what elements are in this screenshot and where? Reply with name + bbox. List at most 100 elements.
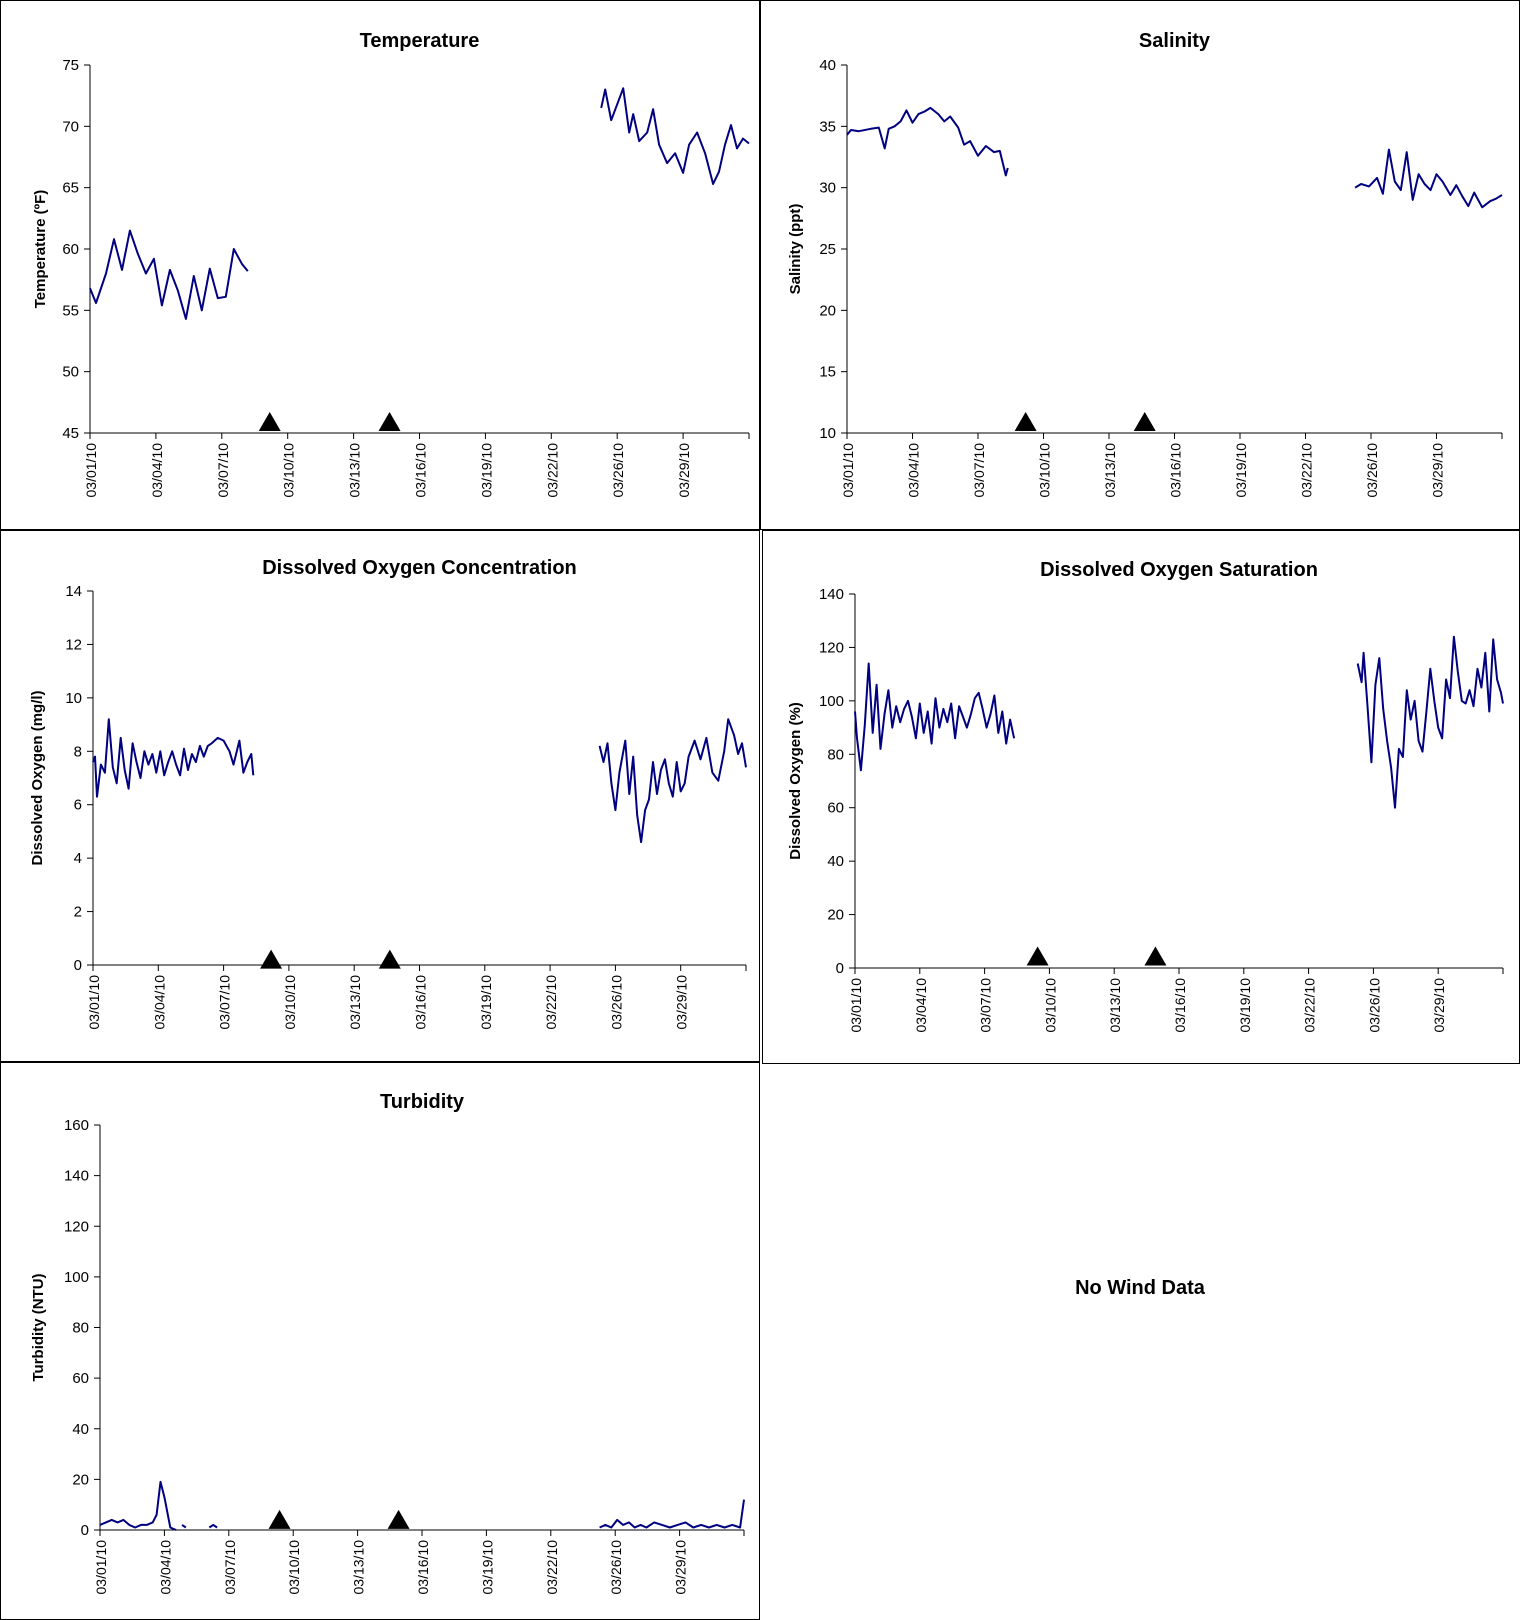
x-tick-label: 03/22/10 [544, 443, 560, 498]
x-tick-label: 03/04/10 [157, 1540, 173, 1595]
y-tick-label: 35 [819, 118, 836, 135]
series-line [181, 1524, 187, 1529]
y-tick-label: 120 [819, 639, 844, 656]
series-line [599, 1499, 745, 1529]
x-tick-label: 03/19/10 [478, 975, 494, 1030]
x-tick-label: 03/22/10 [543, 975, 559, 1030]
y-tick-label: 60 [72, 1370, 89, 1387]
y-tick-label: 40 [72, 1421, 89, 1438]
x-tick-label: 03/16/10 [413, 443, 429, 498]
x-tick-label: 03/01/10 [848, 978, 864, 1033]
y-tick-label: 20 [72, 1471, 89, 1488]
do-saturation-plot: Dissolved Oxygen Saturation Dissolved Oxy… [787, 559, 1504, 1033]
event-marker [387, 1509, 410, 1529]
event-marker [378, 411, 401, 431]
x-tick-label: 03/07/10 [215, 443, 231, 498]
series-line [89, 229, 249, 320]
do-saturation-chart: Dissolved Oxygen Saturation Dissolved Oxy… [762, 530, 1520, 1064]
x-tick-label: 03/26/10 [610, 443, 626, 498]
no-wind-data-panel: No Wind Data [760, 1060, 1520, 1620]
y-tick-label: 4 [74, 850, 82, 867]
y-tick-label: 30 [819, 180, 836, 197]
x-tick-label: 03/29/10 [674, 975, 690, 1030]
y-tick-label: 120 [64, 1218, 89, 1235]
x-tick-label: 03/16/10 [1172, 978, 1188, 1033]
y-tick-label: 100 [64, 1269, 89, 1286]
x-tick-label: 03/07/10 [978, 978, 994, 1033]
x-tick-label: 03/19/10 [478, 443, 494, 498]
x-tick-label: 03/26/10 [608, 1540, 624, 1595]
turbidity-plot: Turbidity Turbidity (NTU) 0 20 40 60 80 100 120 1… [30, 1091, 745, 1595]
y-tick-label: 40 [819, 57, 836, 74]
x-tick-label: 03/22/10 [544, 1540, 560, 1595]
event-marker [1144, 946, 1167, 966]
event-marker [268, 1509, 291, 1529]
x-tick-label: 03/04/10 [151, 975, 167, 1030]
event-marker [260, 949, 283, 969]
x-tick-label: 03/16/10 [413, 975, 429, 1030]
y-tick-label: 0 [81, 1522, 89, 1539]
series-line [1354, 148, 1503, 209]
event-marker [1014, 411, 1037, 431]
x-tick-label: 03/10/10 [1037, 443, 1053, 498]
y-tick-label: 6 [74, 797, 82, 814]
x-tick-label: 03/01/10 [93, 1540, 109, 1595]
chart-title: Turbidity [380, 1091, 465, 1113]
x-tick-label: 03/22/10 [1299, 443, 1315, 498]
x-tick-label: 03/01/10 [86, 975, 102, 1030]
y-tick-label: 25 [819, 241, 836, 258]
series-line [99, 1480, 177, 1531]
y-tick-label: 50 [62, 364, 79, 381]
temperature-plot: Temperature Temperature (ºF) 45 50 55 60 65 70 7… [32, 30, 750, 498]
x-tick-label: 03/29/10 [1430, 443, 1446, 498]
y-tick-label: 80 [827, 746, 844, 763]
y-tick-label: 60 [827, 800, 844, 817]
y-tick-label: 40 [827, 853, 844, 870]
chart-title: Temperature [360, 30, 480, 52]
temperature-chart: Temperature Temperature (ºF) 45 50 55 60 65 70 7… [0, 0, 760, 530]
y-tick-label: 70 [62, 118, 79, 135]
x-tick-label: 03/13/10 [1107, 978, 1123, 1033]
series-line [846, 106, 1009, 177]
y-tick-label: 0 [74, 957, 82, 974]
series-line [598, 718, 747, 844]
y-tick-label: 45 [62, 425, 79, 442]
y-tick-label: 10 [819, 425, 836, 442]
y-tick-label: 20 [827, 907, 844, 924]
x-tick-label: 03/10/10 [286, 1540, 302, 1595]
x-tick-label: 03/10/10 [281, 443, 297, 498]
x-tick-label: 03/29/10 [676, 443, 692, 498]
y-axis-label: Temperature (ºF) [32, 190, 49, 309]
event-marker [258, 411, 281, 431]
y-tick-label: 0 [836, 960, 844, 977]
x-tick-label: 03/26/10 [1364, 443, 1380, 498]
x-tick-label: 03/13/10 [1102, 443, 1118, 498]
y-tick-label: 14 [65, 583, 82, 600]
chart-title: Dissolved Oxygen Saturation [1040, 559, 1318, 581]
chart-title: Salinity [1139, 30, 1211, 52]
y-tick-label: 75 [62, 57, 79, 74]
x-tick-label: 03/10/10 [282, 975, 298, 1030]
y-tick-label: 160 [64, 1117, 89, 1134]
event-marker [1026, 946, 1049, 966]
x-tick-label: 03/07/10 [222, 1540, 238, 1595]
x-tick-label: 03/26/10 [608, 975, 624, 1030]
do-concentration-plot: Dissolved Oxygen Concentration Dissolved … [29, 557, 747, 1030]
y-axis-label: Dissolved Oxygen (mg/l) [29, 690, 46, 865]
y-tick-label: 10 [65, 690, 82, 707]
series-line [1356, 635, 1504, 809]
event-marker [378, 949, 401, 969]
series-line [208, 1523, 218, 1529]
y-axis-label: Turbidity (NTU) [30, 1273, 47, 1381]
x-tick-label: 03/13/10 [347, 443, 363, 498]
x-tick-label: 03/29/10 [1431, 978, 1447, 1033]
y-tick-label: 80 [72, 1320, 89, 1337]
y-tick-label: 12 [65, 636, 82, 653]
salinity-plot: Salinity Salinity (ppt) 10 15 20 25 30 35 40 03/0… [787, 30, 1503, 498]
y-tick-label: 65 [62, 180, 79, 197]
y-axis-label: Dissolved Oxygen (%) [787, 702, 804, 860]
x-tick-label: 03/22/10 [1302, 978, 1318, 1033]
y-tick-label: 2 [74, 904, 82, 921]
do-concentration-chart: Dissolved Oxygen Concentration Dissolved … [0, 530, 760, 1062]
y-tick-label: 140 [64, 1168, 89, 1185]
